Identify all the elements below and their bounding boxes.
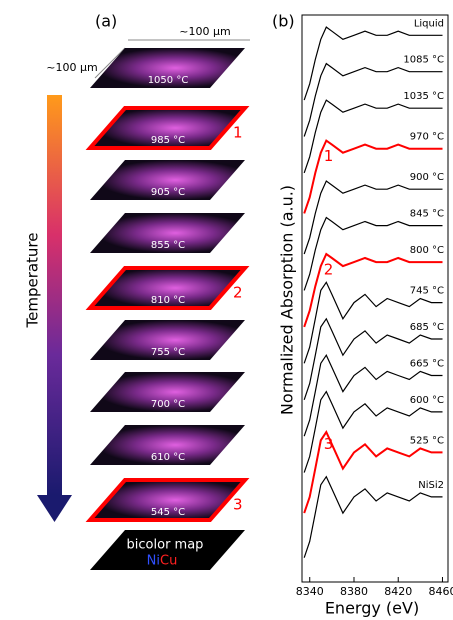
width-label: ~100 µm [179, 25, 230, 38]
spectrum [303, 390, 443, 473]
map-tag: 2 [233, 284, 243, 302]
map-temperature: 905 °C [151, 187, 185, 198]
y-axis-label: Normalized Absorption (a.u.) [278, 185, 297, 415]
spectrum [303, 475, 443, 558]
map-image [85, 266, 250, 310]
series-label: 1035 °C [403, 91, 444, 102]
series-label: Liquid [414, 18, 444, 29]
map-temperature: 755 °C [151, 347, 185, 358]
map-tag: 3 [233, 496, 243, 514]
map-temperature: 855 °C [151, 240, 185, 251]
map-image [90, 48, 245, 88]
map-temperature: 610 °C [151, 452, 185, 463]
spectrum [303, 252, 443, 328]
series-label: 600 °C [410, 395, 444, 406]
series-tag: 1 [324, 147, 334, 165]
series-label: 665 °C [410, 358, 444, 369]
spectrum [303, 216, 443, 291]
bicolor-title: bicolor map [127, 538, 204, 553]
series-label: 1085 °C [403, 55, 444, 66]
panel-label: (b) [272, 12, 295, 31]
spectrum [303, 139, 443, 214]
temperature-label: Temperature [24, 232, 42, 328]
map-image [90, 425, 245, 465]
plot: 8340 8380 8420 8460 Liquid 1085 °C 1035 °C 970 … [296, 18, 453, 598]
plot-frame [301, 14, 449, 583]
x-tick-label: 8460 [428, 585, 453, 598]
ni-label: Ni [147, 554, 160, 569]
x-tick-label: 8420 [384, 585, 412, 598]
bicolor-map [90, 530, 245, 570]
series-label: NiSi2 [418, 480, 444, 491]
series-label: 525 °C [410, 435, 444, 446]
spectrum [303, 430, 443, 514]
x-axis-label: Energy (eV) [325, 599, 419, 618]
height-label: ~100 µm [46, 61, 97, 74]
series-label: 745 °C [410, 286, 444, 297]
map-temperature: 1050 °C [148, 75, 189, 86]
arrow-head [37, 495, 72, 522]
map-image [90, 372, 245, 412]
map-tag: 1 [233, 124, 243, 142]
series-label: 685 °C [410, 322, 444, 333]
x-tick-label: 8380 [340, 585, 368, 598]
temperature-arrow [47, 95, 62, 495]
x-tick-label: 8340 [296, 585, 324, 598]
series-tag: 2 [324, 261, 334, 279]
map-temperature: 700 °C [151, 399, 185, 410]
series-label: 845 °C [410, 209, 444, 220]
map-image [90, 320, 245, 360]
series-tag: 3 [324, 435, 334, 453]
spectrum [303, 353, 443, 437]
map-image [90, 160, 245, 200]
map-temperature: 545 °C [151, 507, 185, 518]
map-temperature: 810 °C [151, 295, 185, 306]
cu-label: Cu [160, 554, 177, 569]
series-label: 970 °C [410, 132, 444, 143]
spectrum [303, 281, 443, 364]
scale-line [94, 47, 126, 79]
spectrum [303, 317, 443, 400]
series-label: 800 °C [410, 245, 444, 256]
series-label: 900 °C [410, 172, 444, 183]
map-image [85, 106, 250, 150]
spectrum [303, 26, 443, 101]
spectrum [303, 99, 443, 174]
map-image [85, 478, 250, 522]
map-temperature: 985 °C [151, 135, 185, 146]
panel-label: (a) [95, 12, 117, 31]
spectrum [303, 62, 443, 137]
map-image [90, 213, 245, 253]
spectrum [303, 180, 443, 255]
maps: 1050 °C 985 °C 1 905 °C 855 °C 810 °C 2 755 °C 7… [85, 48, 250, 522]
